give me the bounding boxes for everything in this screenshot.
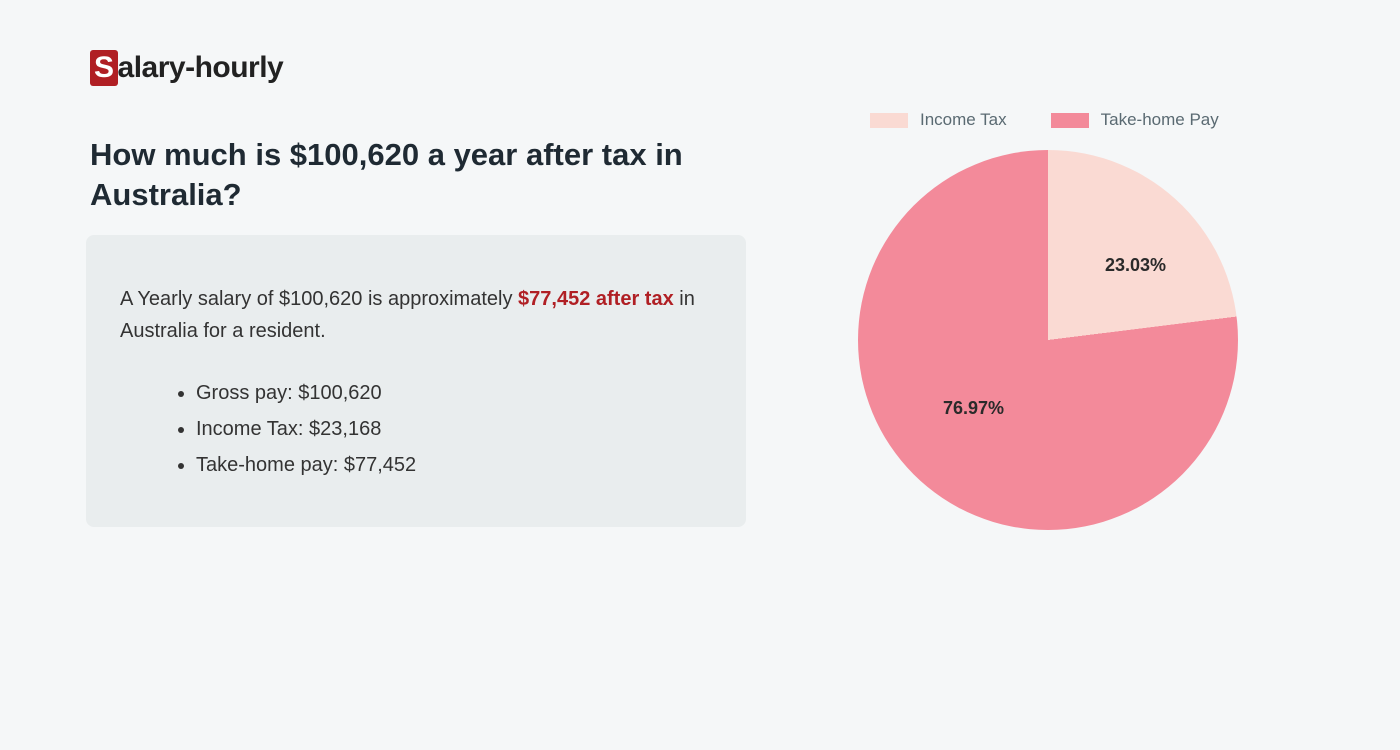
- pie-slice-label: 23.03%: [1105, 255, 1166, 276]
- summary-card: A Yearly salary of $100,620 is approxima…: [86, 235, 746, 527]
- chart-legend: Income Tax Take-home Pay: [870, 110, 1219, 130]
- legend-swatch: [870, 113, 908, 128]
- list-item: Gross pay: $100,620: [196, 375, 712, 411]
- legend-item: Income Tax: [870, 110, 1007, 130]
- pie-chart: 23.03% 76.97%: [858, 150, 1238, 530]
- legend-item: Take-home Pay: [1051, 110, 1219, 130]
- page-title: How much is $100,620 a year after tax in…: [90, 135, 730, 216]
- logo-rest: alary-hourly: [118, 51, 284, 84]
- list-item: Income Tax: $23,168: [196, 411, 712, 447]
- pie-disc: [858, 150, 1238, 530]
- summary-lead: A Yearly salary of $100,620 is approxima…: [120, 283, 712, 347]
- legend-label: Take-home Pay: [1101, 110, 1219, 130]
- legend-label: Income Tax: [920, 110, 1007, 130]
- summary-lead-highlight: $77,452 after tax: [518, 288, 674, 310]
- pie-slice-label: 76.97%: [943, 398, 1004, 419]
- list-item: Take-home pay: $77,452: [196, 447, 712, 483]
- summary-bullets: Gross pay: $100,620 Income Tax: $23,168 …: [196, 375, 712, 483]
- logo: Salary-hourly: [90, 50, 283, 86]
- summary-lead-before: A Yearly salary of $100,620 is approxima…: [120, 288, 518, 310]
- legend-swatch: [1051, 113, 1089, 128]
- logo-box-letter: S: [90, 50, 118, 86]
